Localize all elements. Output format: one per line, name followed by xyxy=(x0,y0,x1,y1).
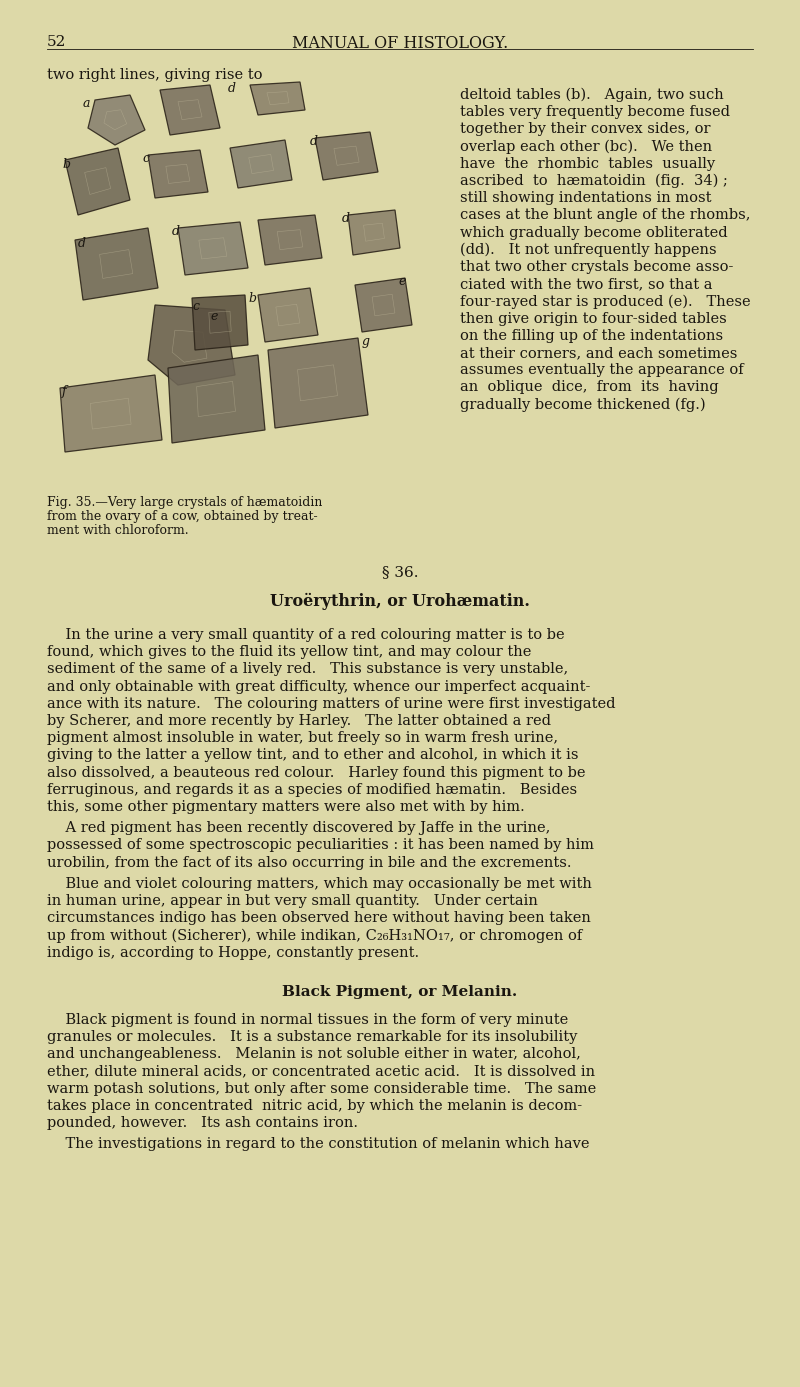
Text: at their corners, and each sometimes: at their corners, and each sometimes xyxy=(460,345,738,361)
Text: Blue and violet colouring matters, which may occasionally be met with: Blue and violet colouring matters, which… xyxy=(47,877,592,890)
Text: c: c xyxy=(192,300,199,313)
Polygon shape xyxy=(148,150,208,198)
Polygon shape xyxy=(65,148,130,215)
Text: ferruginous, and regards it as a species of modified hæmatin.   Besides: ferruginous, and regards it as a species… xyxy=(47,782,577,796)
Polygon shape xyxy=(192,295,248,350)
Polygon shape xyxy=(315,132,378,180)
Text: ance with its nature.   The colouring matters of urine were first investigated: ance with its nature. The colouring matt… xyxy=(47,696,615,710)
Text: pigment almost insoluble in water, but freely so in warm fresh urine,: pigment almost insoluble in water, but f… xyxy=(47,731,558,745)
Text: e: e xyxy=(210,311,218,323)
Polygon shape xyxy=(250,82,305,115)
Text: sediment of the same of a lively red.   This substance is very unstable,: sediment of the same of a lively red. Th… xyxy=(47,663,568,677)
Text: warm potash solutions, but only after some considerable time.   The same: warm potash solutions, but only after so… xyxy=(47,1082,596,1096)
Text: assumes eventually the appearance of: assumes eventually the appearance of xyxy=(460,363,744,377)
Text: indigo is, according to Hoppe, constantly present.: indigo is, according to Hoppe, constantl… xyxy=(47,946,419,960)
Text: urobilin, from the fact of its also occurring in bile and the excrements.: urobilin, from the fact of its also occu… xyxy=(47,856,571,870)
Text: ciated with the two first, so that a: ciated with the two first, so that a xyxy=(460,277,713,291)
Text: a: a xyxy=(83,97,90,110)
Text: f: f xyxy=(62,386,66,398)
Text: takes place in concentrated  nitric acid, by which the melanin is decom-: takes place in concentrated nitric acid,… xyxy=(47,1099,582,1112)
Text: ment with chloroform.: ment with chloroform. xyxy=(47,524,189,537)
Text: e: e xyxy=(398,275,406,288)
Polygon shape xyxy=(258,215,322,265)
Text: The investigations in regard to the constitution of melanin which have: The investigations in regard to the cons… xyxy=(47,1137,590,1151)
Text: d: d xyxy=(310,135,318,148)
Polygon shape xyxy=(230,140,292,189)
Text: overlap each other (bc).   We then: overlap each other (bc). We then xyxy=(460,140,712,154)
Text: d: d xyxy=(228,82,236,94)
Polygon shape xyxy=(268,338,368,429)
Text: pounded, however.   Its ash contains iron.: pounded, however. Its ash contains iron. xyxy=(47,1117,358,1130)
Text: that two other crystals become asso-: that two other crystals become asso- xyxy=(460,259,734,275)
Text: an  oblique  dice,  from  its  having: an oblique dice, from its having xyxy=(460,380,718,394)
Text: possessed of some spectroscopic peculiarities : it has been named by him: possessed of some spectroscopic peculiar… xyxy=(47,838,594,853)
Text: ether, dilute mineral acids, or concentrated acetic acid.   It is dissolved in: ether, dilute mineral acids, or concentr… xyxy=(47,1064,595,1079)
Text: giving to the latter a yellow tint, and to ether and alcohol, in which it is: giving to the latter a yellow tint, and … xyxy=(47,749,578,763)
Text: 52: 52 xyxy=(47,35,66,49)
Polygon shape xyxy=(88,94,145,146)
Text: deltoid tables (b).   Again, two such: deltoid tables (b). Again, two such xyxy=(460,87,724,103)
Text: also dissolved, a beauteous red colour.   Harley found this pigment to be: also dissolved, a beauteous red colour. … xyxy=(47,766,586,779)
Text: in human urine, appear in but very small quantity.   Under certain: in human urine, appear in but very small… xyxy=(47,895,538,908)
Polygon shape xyxy=(148,305,235,386)
Text: found, which gives to the fluid its yellow tint, and may colour the: found, which gives to the fluid its yell… xyxy=(47,645,531,659)
Text: In the urine a very small quantity of a red colouring matter is to be: In the urine a very small quantity of a … xyxy=(47,628,565,642)
Text: gradually become thickened (fg.): gradually become thickened (fg.) xyxy=(460,398,706,412)
Text: then give origin to four-sided tables: then give origin to four-sided tables xyxy=(460,312,726,326)
Text: circumstances indigo has been observed here without having been taken: circumstances indigo has been observed h… xyxy=(47,911,591,925)
Polygon shape xyxy=(258,288,318,343)
Text: still showing indentations in most: still showing indentations in most xyxy=(460,191,711,205)
Text: g: g xyxy=(362,336,370,348)
Text: by Scherer, and more recently by Harley.   The latter obtained a red: by Scherer, and more recently by Harley.… xyxy=(47,714,551,728)
Polygon shape xyxy=(160,85,220,135)
Text: Uroërythrin, or Urohæmatin.: Uroërythrin, or Urohæmatin. xyxy=(270,594,530,610)
Text: have  the  rhombic  tables  usually: have the rhombic tables usually xyxy=(460,157,715,171)
Text: ascribed  to  hæmatoidin  (fig.  34) ;: ascribed to hæmatoidin (fig. 34) ; xyxy=(460,173,728,189)
Text: MANUAL OF HISTOLOGY.: MANUAL OF HISTOLOGY. xyxy=(292,35,508,51)
Text: two right lines, giving rise to: two right lines, giving rise to xyxy=(47,68,262,82)
Text: d: d xyxy=(342,212,350,225)
Text: A red pigment has been recently discovered by Jaffe in the urine,: A red pigment has been recently discover… xyxy=(47,821,550,835)
Polygon shape xyxy=(178,222,248,275)
Text: b: b xyxy=(62,158,70,171)
Text: and unchangeableness.   Melanin is not soluble either in water, alcohol,: and unchangeableness. Melanin is not sol… xyxy=(47,1047,581,1061)
Text: cases at the blunt angle of the rhombs,: cases at the blunt angle of the rhombs, xyxy=(460,208,750,222)
Text: up from without (Sicherer), while indikan, C₂₆H₃₁NO₁₇, or chromogen of: up from without (Sicherer), while indika… xyxy=(47,928,582,943)
Text: c: c xyxy=(142,153,149,165)
Text: granules or molecules.   It is a substance remarkable for its insolubility: granules or molecules. It is a substance… xyxy=(47,1031,578,1044)
Text: and only obtainable with great difficulty, whence our imperfect acquaint-: and only obtainable with great difficult… xyxy=(47,680,590,694)
Text: (dd).   It not unfrequently happens: (dd). It not unfrequently happens xyxy=(460,243,717,257)
Polygon shape xyxy=(348,209,400,255)
Text: § 36.: § 36. xyxy=(382,565,418,578)
Text: which gradually become obliterated: which gradually become obliterated xyxy=(460,226,728,240)
Polygon shape xyxy=(60,374,162,452)
Text: on the filling up of the indentations: on the filling up of the indentations xyxy=(460,329,723,343)
Polygon shape xyxy=(168,355,265,442)
Text: together by their convex sides, or: together by their convex sides, or xyxy=(460,122,710,136)
Text: Black pigment is found in normal tissues in the form of very minute: Black pigment is found in normal tissues… xyxy=(47,1013,568,1026)
Text: this, some other pigmentary matters were also met with by him.: this, some other pigmentary matters were… xyxy=(47,800,525,814)
Polygon shape xyxy=(75,227,158,300)
Text: Black Pigment, or Melanin.: Black Pigment, or Melanin. xyxy=(282,985,518,999)
Text: b: b xyxy=(248,293,256,305)
Text: d: d xyxy=(78,237,86,250)
Text: tables very frequently become fused: tables very frequently become fused xyxy=(460,105,730,119)
Text: Fig. 35.—Very large crystals of hæmatoidin: Fig. 35.—Very large crystals of hæmatoid… xyxy=(47,497,322,509)
Polygon shape xyxy=(355,277,412,331)
Text: from the ovary of a cow, obtained by treat-: from the ovary of a cow, obtained by tre… xyxy=(47,510,318,523)
Text: four-rayed star is produced (e).   These: four-rayed star is produced (e). These xyxy=(460,294,750,309)
Text: d: d xyxy=(172,225,180,239)
